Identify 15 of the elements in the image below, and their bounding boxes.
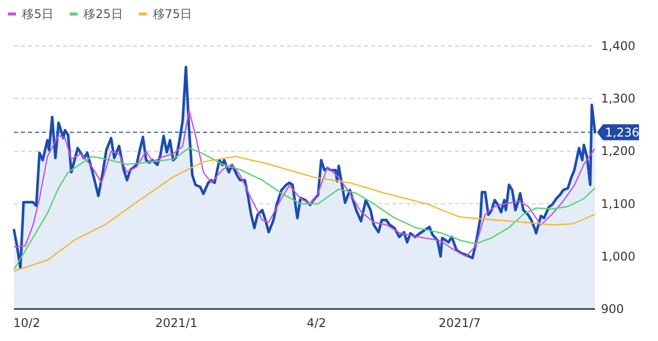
legend-label: 移75日 [152,7,192,21]
y-tick-label: 1,000 [601,249,636,264]
y-tick-label: 1,300 [601,92,636,106]
legend-label: 移5日 [22,7,54,21]
line-series [13,110,596,258]
x-tick-label: 4/2 [306,316,326,330]
y-tick-label: 1,400 [601,39,636,53]
x-tick-label: 2021/1 [155,316,198,330]
x-tick-label: 10/2 [13,316,40,330]
x-tick-label: 2021/7 [438,316,481,330]
legend-label: 移25日 [84,7,123,21]
y-tick-label: 1,100 [601,196,636,211]
y-tick-label: 900 [601,302,624,316]
ref-line-label: 1,236 [605,125,640,140]
y-tick-label: 1,200 [601,144,636,158]
